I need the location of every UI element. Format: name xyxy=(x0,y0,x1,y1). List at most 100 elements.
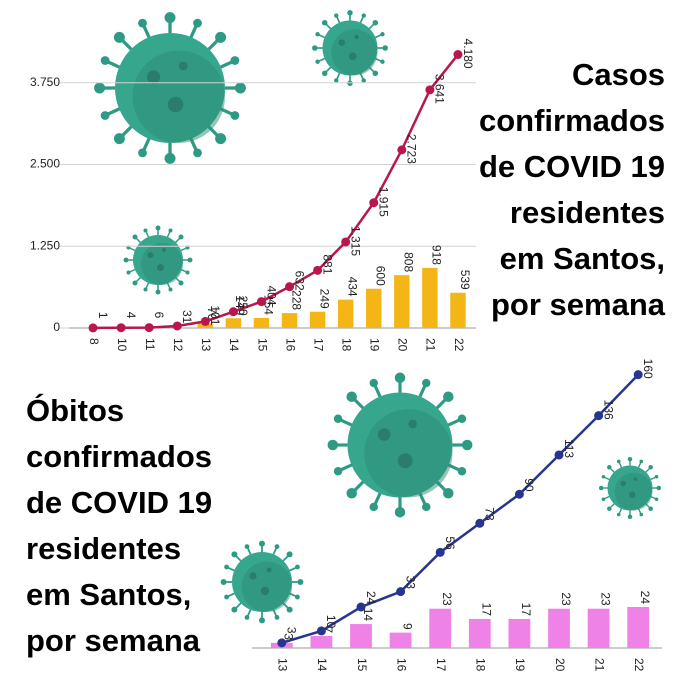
x-tick-label: 13 xyxy=(199,338,213,352)
x-tick-label: 15 xyxy=(255,338,269,352)
bar xyxy=(281,313,298,328)
bar xyxy=(422,267,438,328)
line-value-label: 6 xyxy=(152,312,166,319)
x-tick-label: 17 xyxy=(311,338,325,352)
chart-title: confirmados xyxy=(479,103,665,138)
line-point xyxy=(514,489,524,499)
x-tick-label: 14 xyxy=(315,658,329,672)
line-value-label: 1 xyxy=(96,312,110,319)
chart-title: residentes xyxy=(26,531,181,566)
bar xyxy=(337,299,354,328)
x-tick-label: 22 xyxy=(452,338,466,352)
chart-title: Casos xyxy=(572,57,665,92)
line-point xyxy=(172,321,182,331)
y-tick-label: 3.750 xyxy=(30,75,60,89)
line-value-label: 160 xyxy=(641,359,655,379)
line-point xyxy=(397,145,407,155)
line-value-label: 1.315 xyxy=(349,226,363,256)
bar xyxy=(508,618,531,648)
bar-value-label: 3 xyxy=(282,633,296,640)
line-value-label: 632 xyxy=(292,271,306,291)
x-tick-label: 20 xyxy=(553,658,567,672)
line-point xyxy=(356,602,366,612)
line-point xyxy=(144,323,154,333)
line-value-label: 90 xyxy=(522,478,536,492)
bar-value-label: 17 xyxy=(480,603,494,617)
virus-icon xyxy=(598,456,662,520)
line-point xyxy=(633,370,643,380)
x-tick-label: 19 xyxy=(513,658,527,672)
virus-icon xyxy=(311,9,389,87)
line xyxy=(93,53,459,330)
bar xyxy=(225,318,242,328)
chart-title: em Santos, xyxy=(26,577,191,612)
line-value-label: 101 xyxy=(208,305,222,325)
line-value-label: 4 xyxy=(124,312,138,319)
line-value-label: 2.723 xyxy=(405,134,419,164)
chart-title: de COVID 19 xyxy=(26,485,212,520)
virus-icon xyxy=(219,539,305,625)
bar xyxy=(310,636,333,648)
x-tick-label: 17 xyxy=(434,658,448,672)
x-tick-label: 18 xyxy=(340,338,354,352)
line-point xyxy=(256,297,266,307)
bar-value-label: 808 xyxy=(402,252,416,272)
x-tick-label: 15 xyxy=(355,658,369,672)
y-tick-label: 1.250 xyxy=(30,238,60,252)
x-tick-label: 8 xyxy=(87,338,101,345)
line-value-label: 73 xyxy=(483,507,497,521)
line-point xyxy=(425,85,435,95)
line xyxy=(281,373,640,645)
bar-value-label: 23 xyxy=(598,592,612,606)
line-value-label: 31 xyxy=(180,310,194,324)
bar-value-label: 539 xyxy=(458,270,472,290)
line-value-label: 250 xyxy=(236,296,250,316)
line-point xyxy=(341,237,351,247)
bar xyxy=(366,288,382,328)
x-tick-label: 10 xyxy=(115,338,129,352)
line-point xyxy=(435,547,445,557)
bar-value-label: 14 xyxy=(361,608,375,622)
bar-value-label: 24 xyxy=(638,591,652,605)
x-tick-label: 21 xyxy=(424,338,438,352)
y-tick-label: 2.500 xyxy=(30,157,60,171)
line-point xyxy=(396,587,406,597)
virus-icon xyxy=(92,10,248,166)
line-value-label: 3 xyxy=(285,627,299,634)
chart-title: residentes xyxy=(510,195,665,230)
x-tick-label: 19 xyxy=(368,338,382,352)
bar xyxy=(429,608,452,648)
line-value-label: 404 xyxy=(264,286,278,306)
x-tick-label: 14 xyxy=(227,338,241,352)
x-tick-label: 11 xyxy=(143,338,157,351)
bar xyxy=(587,608,610,648)
bar-value-label: 918 xyxy=(430,245,444,265)
x-tick-label: 21 xyxy=(592,658,606,672)
x-tick-label: 18 xyxy=(474,658,488,672)
chart-title: Óbitos xyxy=(26,392,124,428)
bar xyxy=(309,311,326,328)
line-point xyxy=(285,282,295,292)
bar-value-label: 23 xyxy=(440,592,454,606)
bar xyxy=(548,608,570,648)
x-tick-label: 22 xyxy=(632,658,646,672)
line-point xyxy=(475,518,485,528)
virus-icon xyxy=(122,224,194,296)
line-value-label: 3.641 xyxy=(433,74,447,104)
line-value-label: 24 xyxy=(364,591,378,605)
line-value-label: 33 xyxy=(403,576,417,590)
x-tick-label: 20 xyxy=(396,338,410,352)
chart-title: em Santos, xyxy=(500,241,665,276)
bar xyxy=(350,624,372,648)
line-point xyxy=(277,638,287,648)
line-value-label: 56 xyxy=(443,536,457,550)
line-point xyxy=(313,265,323,275)
chart-title: por semana xyxy=(26,623,201,658)
chart-title: de COVID 19 xyxy=(479,149,665,184)
line-point xyxy=(594,411,604,421)
chart-title: confirmados xyxy=(26,439,212,474)
line-value-label: 113 xyxy=(562,439,576,458)
bar xyxy=(389,632,412,648)
line-value-label: 136 xyxy=(601,400,615,420)
